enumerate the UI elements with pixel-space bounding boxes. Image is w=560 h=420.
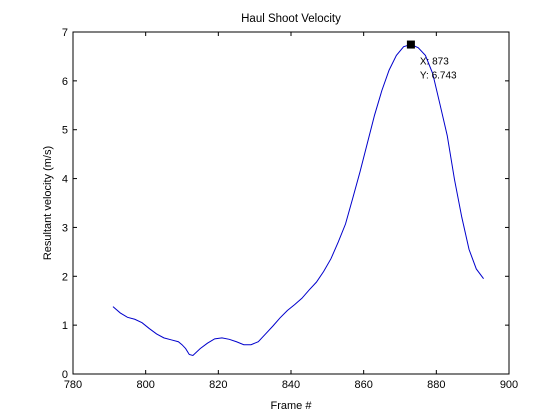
plot-area: [72, 31, 510, 375]
x-tick-label: 800: [136, 379, 154, 391]
datatip-y-label: Y: 6.743: [420, 71, 457, 82]
x-tick-label: 900: [500, 379, 518, 391]
x-axis-label: Frame #: [271, 400, 313, 412]
datatip-x-label: X: 873: [420, 57, 449, 68]
y-tick-label: 1: [62, 320, 68, 332]
y-tick-label: 5: [62, 125, 68, 137]
y-tick-label: 0: [62, 369, 68, 381]
y-tick-label: 4: [62, 174, 68, 186]
x-tick-label: 880: [427, 379, 445, 391]
velocity-line: [112, 44, 484, 356]
y-tick-label: 3: [62, 222, 68, 234]
x-tick-label: 840: [282, 379, 300, 391]
x-tick-label: 820: [209, 379, 227, 391]
x-tick-label: 780: [64, 379, 82, 391]
y-tick-label: 7: [62, 27, 68, 39]
y-tick-label: 2: [62, 271, 68, 283]
datatip-marker: [406, 40, 415, 49]
chart-title: Haul Shoot Velocity: [241, 13, 341, 25]
y-axis-label: Resultant velocity (m/s): [42, 146, 54, 260]
y-tick-label: 6: [62, 76, 68, 88]
x-tick-label: 860: [354, 379, 372, 391]
